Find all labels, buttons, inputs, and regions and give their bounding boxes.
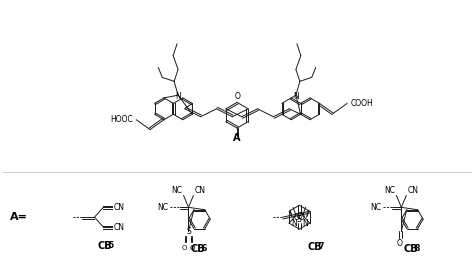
Text: 7: 7 [318,242,324,251]
Text: NC: NC [384,186,395,195]
Text: N: N [291,219,297,228]
Text: CB: CB [403,244,418,254]
Text: COOH: COOH [350,99,373,108]
Text: A: A [233,133,241,143]
Text: 5: 5 [108,241,113,250]
Text: A=: A= [10,212,28,222]
Text: CN: CN [113,203,124,212]
Text: O: O [299,213,305,222]
Text: NC: NC [172,186,182,195]
Text: O: O [235,92,241,101]
Text: N: N [302,219,308,228]
Text: 6: 6 [201,244,207,253]
Text: S: S [297,215,302,224]
Text: HOOC: HOOC [110,115,133,124]
Text: N: N [293,92,299,101]
Text: NC: NC [158,203,169,212]
Text: S: S [186,227,191,235]
Text: 8: 8 [414,244,419,253]
Text: CB: CB [98,241,112,251]
Text: O: O [296,212,302,221]
Text: O: O [182,245,187,251]
Text: CN: CN [194,186,205,195]
Text: NC: NC [371,203,382,212]
Text: N: N [175,92,181,101]
Text: O: O [396,239,402,248]
Text: CB: CB [191,244,205,254]
Text: CN: CN [407,186,418,195]
Text: O: O [190,245,195,251]
Text: CN: CN [113,223,124,232]
Text: CB: CB [307,242,322,252]
Text: O: O [294,213,300,222]
